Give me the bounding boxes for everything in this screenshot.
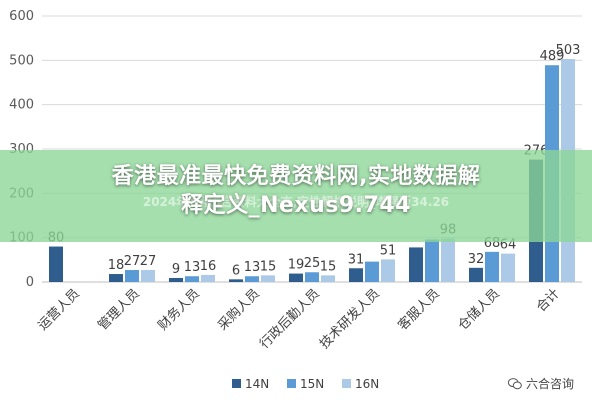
x-category-label: 运营人员 xyxy=(35,286,82,333)
data-label: 9 xyxy=(172,262,180,277)
bar-14N xyxy=(49,246,63,282)
x-category-label: 合计 xyxy=(534,286,563,315)
bar-16N xyxy=(321,275,335,282)
bar-16N xyxy=(441,238,455,282)
data-label: 25 xyxy=(304,256,321,271)
bar-16N xyxy=(141,270,155,282)
bar-15N xyxy=(245,276,259,282)
y-tick-label: 400 xyxy=(9,98,34,113)
data-label: 15 xyxy=(260,259,277,274)
data-label: 16 xyxy=(200,259,217,274)
data-label: 6 xyxy=(232,263,240,278)
legend-label: 14N xyxy=(245,377,269,391)
y-tick-label: 500 xyxy=(9,53,34,68)
bar-14N xyxy=(289,273,303,282)
y-tick-label: 0 xyxy=(26,275,34,290)
bar-15N xyxy=(485,251,499,282)
data-label: 27 xyxy=(124,254,141,269)
legend-swatch-15N xyxy=(287,379,296,388)
watermark-text: 2024年香港6合资料大全查,定性解析说明_增强版34.26 xyxy=(142,195,450,209)
bar-14N xyxy=(349,268,363,282)
bar-16N xyxy=(381,259,395,282)
title-banner xyxy=(0,150,592,242)
bar-14N xyxy=(409,247,423,282)
legend-swatch-14N xyxy=(232,379,241,388)
data-label: 15 xyxy=(320,259,337,274)
x-category-label: 行政后勤人员 xyxy=(257,286,323,352)
x-category-label: 客服人员 xyxy=(395,286,443,334)
overlay-title-line2: 释定义_Nexus9.744 xyxy=(181,193,411,218)
x-category-label: 仓储人员 xyxy=(455,286,502,333)
x-category-label: 采购人员 xyxy=(215,286,263,334)
legend-label: 16N xyxy=(355,377,379,391)
data-label: 13 xyxy=(244,260,261,275)
bar-16N xyxy=(501,253,515,282)
bar-14N xyxy=(229,279,243,282)
bar-14N xyxy=(469,267,483,282)
bar-14N xyxy=(109,274,123,282)
overlay-title-line1: 香港最准最快免费资料网,实地数据解 xyxy=(111,164,481,189)
wechat-icon xyxy=(507,377,522,389)
legend-swatch-16N xyxy=(342,379,351,388)
x-category-label: 技术研发人员 xyxy=(316,286,382,352)
bar-15N xyxy=(185,276,199,282)
source-label: 六合咨询 xyxy=(525,377,574,391)
data-label: 51 xyxy=(380,243,397,258)
data-label: 13 xyxy=(184,260,201,275)
overlay-title: 香港最准最快免费资料网,实地数据解 释定义_Nexus9.744 xyxy=(0,162,592,220)
bar-15N xyxy=(305,272,319,282)
bar-15N xyxy=(365,261,379,282)
bar-16N xyxy=(261,275,275,282)
data-label: 489 xyxy=(540,49,565,64)
bar-15N xyxy=(125,270,139,282)
data-label: 31 xyxy=(348,252,365,267)
data-label: 19 xyxy=(288,258,305,273)
legend-label: 15N xyxy=(300,377,324,391)
data-label: 503 xyxy=(556,43,581,58)
bar-16N xyxy=(201,274,215,282)
bar-15N xyxy=(425,239,439,282)
data-label: 32 xyxy=(468,252,485,267)
data-label: 18 xyxy=(108,258,125,273)
source-badge: 六合咨询 xyxy=(507,375,574,392)
bar-14N xyxy=(169,278,183,282)
data-label: 27 xyxy=(140,254,157,269)
x-category-label: 管理人员 xyxy=(95,286,142,333)
x-category-label: 财务人员 xyxy=(155,286,203,334)
y-tick-label: 600 xyxy=(9,9,34,24)
